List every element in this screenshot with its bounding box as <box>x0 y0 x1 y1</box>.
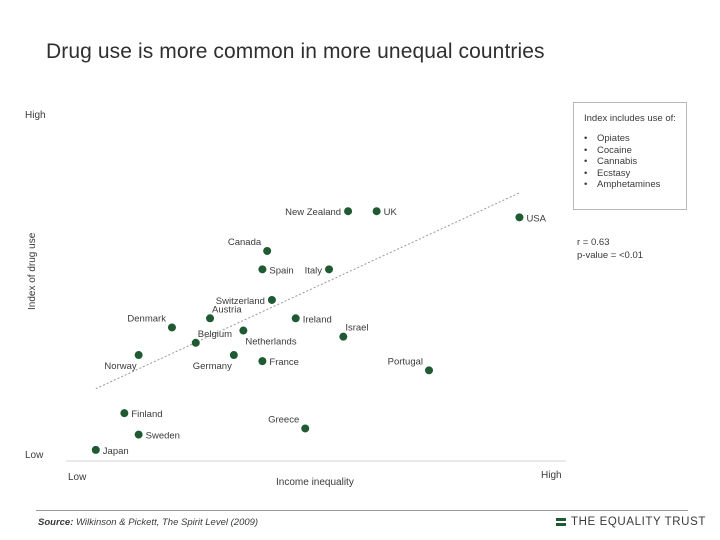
point-switzerland <box>267 295 276 304</box>
point-label-israel: Israel <box>345 323 368 334</box>
point-france <box>258 357 267 366</box>
point-ireland <box>291 314 300 323</box>
point-spain <box>258 265 267 274</box>
point-belgium <box>191 338 200 347</box>
point-usa <box>515 213 524 222</box>
legend-item: Cocaine <box>584 145 678 157</box>
legend-item: Amphetamines <box>584 179 678 191</box>
point-label-japan: Japan <box>103 446 129 457</box>
point-label-uk: UK <box>384 207 398 218</box>
p-value: p-value = <0.01 <box>577 250 644 261</box>
point-label-ireland: Ireland <box>303 314 332 325</box>
point-greece <box>301 424 310 433</box>
point-new-zealand <box>344 207 353 216</box>
point-label-switzerland: Switzerland <box>216 296 265 307</box>
point-label-belgium: Belgium <box>198 329 232 340</box>
points-layer: USA UK New Zealand Canada Spain Italy Switzerl… <box>91 207 547 457</box>
page-title: Drug use is more common in more unequal … <box>46 40 545 63</box>
point-israel <box>339 332 348 341</box>
x-axis-low-label: Low <box>68 472 87 483</box>
point-uk <box>372 207 381 216</box>
source-prefix: Source: <box>38 517 74 528</box>
point-label-norway: Norway <box>104 361 136 372</box>
source-text: Wilkinson & Pickett, The Spirit Level (2… <box>76 517 259 528</box>
point-austria <box>206 314 215 323</box>
point-label-austria: Austria <box>212 304 242 315</box>
footer-divider <box>36 510 688 511</box>
point-portugal <box>425 366 433 375</box>
trend-line <box>95 192 520 390</box>
brand-mark: THE EQUALITY TRUST <box>556 516 706 528</box>
point-sweden <box>134 430 143 439</box>
legend-title: Index includes use of: <box>584 113 676 124</box>
point-finland <box>120 409 129 418</box>
point-label-france: France <box>269 357 299 368</box>
point-netherlands <box>239 326 248 335</box>
legend-box: Index includes use of: Opiates Cocaine C… <box>573 102 687 210</box>
legend-list: Opiates Cocaine Cannabis Ecstasy Ampheta… <box>584 133 678 191</box>
stats-block: r = 0.63 p-value = <0.01 <box>577 236 643 262</box>
point-norway <box>134 351 143 360</box>
point-label-usa: USA <box>526 213 546 224</box>
point-label-denmark: Denmark <box>127 313 166 324</box>
point-germany <box>229 351 238 360</box>
source-note: Source: Wilkinson & Pickett, The Spirit … <box>38 517 258 528</box>
point-label-new-zealand: New Zealand <box>285 207 341 218</box>
x-axis-title: Income inequality <box>276 477 354 488</box>
r-value: r = 0.63 <box>577 237 610 248</box>
point-japan <box>91 445 100 454</box>
y-axis-title: Index of drug use <box>27 232 38 310</box>
point-canada <box>263 246 272 255</box>
point-label-canada: Canada <box>228 237 262 248</box>
point-label-sweden: Sweden <box>146 431 180 442</box>
point-label-netherlands: Netherlands <box>245 337 296 348</box>
point-denmark <box>167 323 176 332</box>
legend-item: Ecstasy <box>584 168 678 180</box>
point-italy <box>325 265 334 274</box>
legend-item: Cannabis <box>584 156 678 168</box>
point-label-portugal: Portugal <box>388 356 423 367</box>
point-label-spain: Spain <box>269 265 293 276</box>
point-label-germany: Germany <box>193 361 232 372</box>
y-axis-low-label: Low <box>25 450 44 461</box>
equals-logo-icon <box>556 518 566 526</box>
y-axis-high-label: High <box>25 110 46 121</box>
brand-name: THE EQUALITY TRUST <box>571 516 706 528</box>
point-label-italy: Italy <box>305 265 323 276</box>
point-label-greece: Greece <box>268 414 299 425</box>
legend-item: Opiates <box>584 133 678 145</box>
point-label-finland: Finland <box>131 409 162 420</box>
x-axis-high-label: High <box>541 470 562 481</box>
